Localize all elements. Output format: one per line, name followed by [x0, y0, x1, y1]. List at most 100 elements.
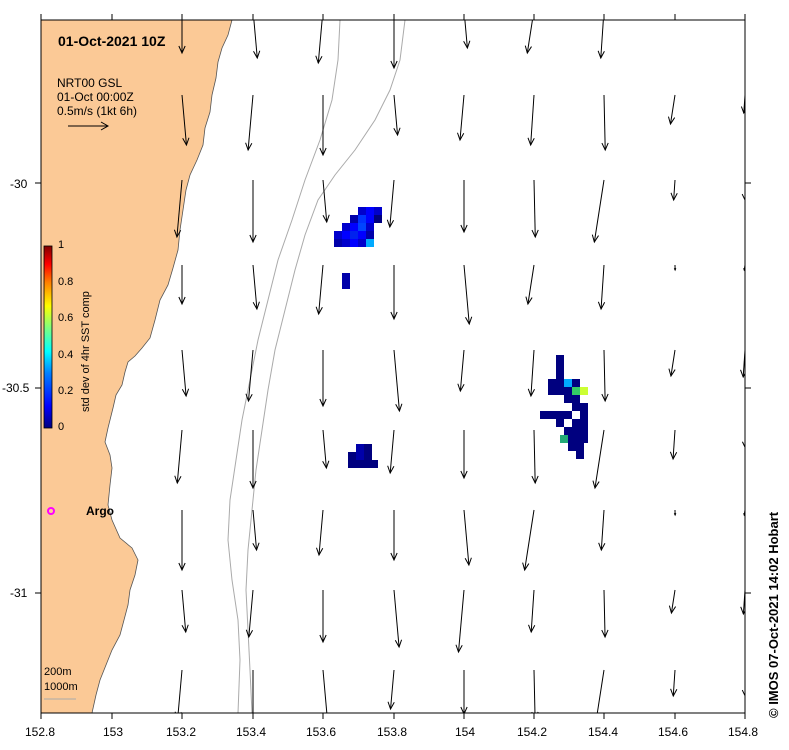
sst-pixel	[364, 444, 372, 452]
legend-scale: 0.5m/s (1kt 6h)	[57, 104, 138, 118]
colorbar-tick: 0.4	[58, 349, 74, 361]
current-arrow	[463, 509, 472, 567]
sst-pixel	[356, 452, 364, 460]
current-arrow	[252, 670, 254, 713]
current-arrow	[527, 349, 535, 398]
sst-pixel	[556, 419, 564, 427]
x-tick-label: 153.4	[236, 725, 267, 739]
current-arrow	[596, 669, 605, 713]
current-arrow	[387, 429, 395, 475]
sst-pixel	[342, 239, 350, 247]
current-vectors	[173, 20, 745, 713]
legend-time: 01-Oct 00:00Z	[57, 90, 134, 104]
current-arrow	[393, 589, 403, 649]
colorbar-tick: 0	[58, 421, 65, 433]
current-arrow	[316, 509, 324, 557]
sst-pixel	[556, 363, 564, 371]
sst-pixel	[366, 215, 374, 223]
sst-pixel	[548, 379, 556, 387]
current-arrow	[319, 590, 327, 644]
sst-pixel	[564, 387, 572, 395]
sst-pixel	[568, 435, 576, 443]
sst-pixel	[572, 403, 580, 411]
colorbar-tick: 0.6	[58, 312, 74, 324]
current-arrow	[181, 94, 190, 147]
current-arrow	[668, 589, 677, 615]
sst-pixel	[540, 411, 548, 419]
current-arrow	[460, 430, 468, 480]
current-arrow	[531, 429, 539, 485]
land-area	[41, 20, 233, 713]
current-arrow	[463, 20, 471, 50]
current-arrow	[531, 669, 539, 713]
sst-pixel	[556, 387, 564, 395]
current-arrow	[174, 669, 183, 713]
sst-pixel	[358, 231, 366, 239]
current-arrow	[670, 669, 678, 698]
sst-pixel	[358, 215, 366, 223]
x-tick-label: 154	[455, 725, 476, 739]
sst-pixel	[568, 443, 576, 451]
sst-pixel	[356, 444, 364, 452]
sst-pixel	[366, 239, 374, 247]
map-title: 01-Oct-2021 10Z	[58, 33, 166, 49]
current-arrow	[669, 429, 678, 461]
current-arrow	[252, 509, 260, 552]
current-arrow	[597, 20, 605, 60]
sst-pixel	[576, 443, 584, 451]
credit-text: © IMOS 07-Oct-2021 14:02 Hobart	[766, 511, 781, 718]
current-arrow	[249, 430, 257, 490]
current-arrow	[253, 20, 261, 60]
current-arrow	[322, 669, 328, 713]
sst-pixel	[350, 239, 358, 247]
sst-pixel	[348, 452, 356, 460]
current-arrow	[668, 349, 676, 378]
legend-product: NRT00 GSL	[57, 76, 123, 90]
legend-block: NRT00 GSL 01-Oct 00:00Z 0.5m/s (1kt 6h)	[57, 76, 137, 118]
sst-pixel	[358, 207, 366, 215]
sst-pixel	[572, 395, 580, 403]
colorbar-label: std dev of 4hr SST comp	[80, 291, 92, 412]
scale-arrow-head	[100, 121, 110, 131]
current-arrow	[524, 20, 533, 55]
current-arrow	[463, 264, 473, 326]
sst-pixel	[370, 460, 378, 468]
current-arrow	[597, 264, 606, 311]
sst-pixel	[572, 419, 580, 427]
current-arrow	[667, 94, 676, 126]
current-arrow	[173, 179, 183, 239]
y-tick-label: -30.5	[2, 381, 30, 395]
current-arrow	[386, 179, 395, 229]
sst-pixel	[564, 427, 572, 435]
sst-pixel	[358, 239, 366, 247]
current-arrow	[531, 179, 539, 239]
sst-pixel	[350, 223, 358, 231]
current-arrow	[460, 180, 468, 234]
current-arrow	[319, 350, 327, 408]
current-arrow	[741, 180, 745, 202]
sst-pixel	[556, 379, 564, 387]
sst-pixel	[358, 223, 366, 231]
current-arrow	[741, 430, 745, 449]
sst-pixel	[342, 223, 350, 231]
current-arrow	[591, 179, 605, 244]
x-tick-label: 153.2	[166, 725, 197, 739]
sst-pixel	[556, 411, 564, 419]
plot-frame	[40, 19, 746, 714]
colorbar-tick: 0.2	[58, 385, 74, 397]
sst-pixel	[548, 387, 556, 395]
colorbar-tick: 1	[58, 239, 65, 251]
sst-pixel	[350, 215, 358, 223]
sst-pixel	[580, 403, 588, 411]
sst-pixel	[342, 273, 350, 281]
x-tick-label: 154.2	[517, 725, 548, 739]
current-arrow	[322, 429, 330, 470]
sst-pixel	[572, 427, 580, 435]
current-arrow	[174, 429, 183, 485]
current-arrow	[527, 94, 535, 147]
axis-ticks	[35, 14, 751, 719]
current-arrow	[322, 179, 330, 224]
current-arrow	[393, 94, 401, 137]
current-arrow	[528, 589, 536, 634]
contour-1000m	[245, 20, 406, 713]
